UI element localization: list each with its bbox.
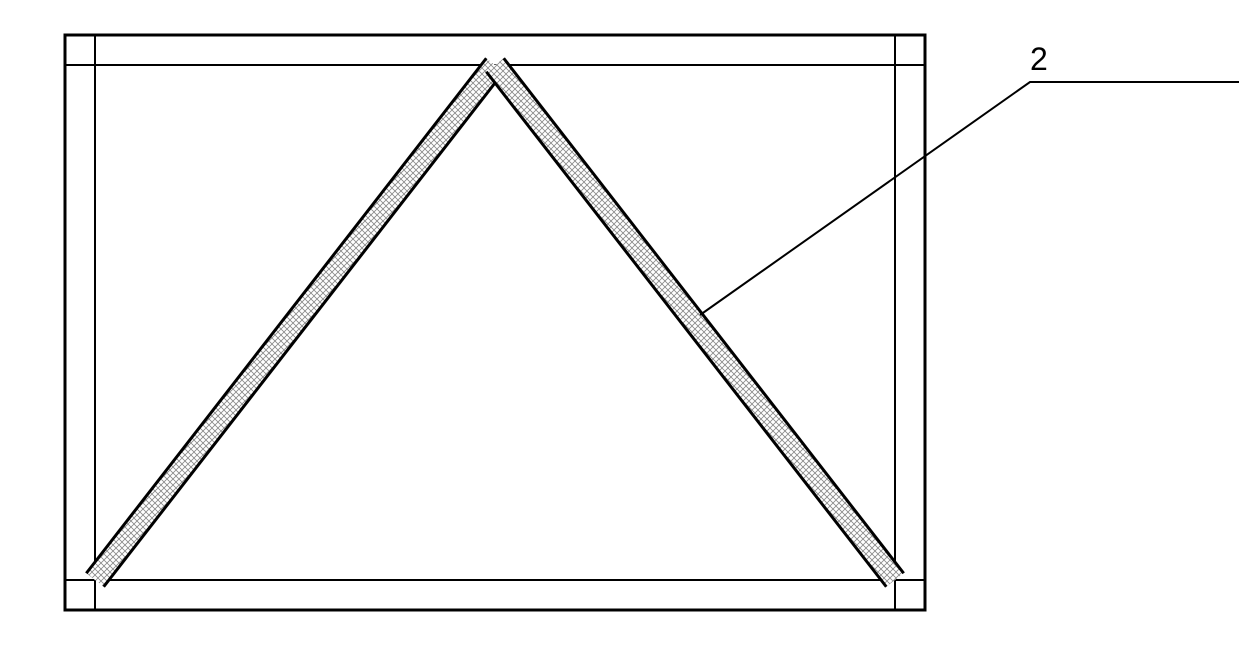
right-strut-fill	[486, 58, 903, 586]
diagram-svg: 2	[20, 20, 1239, 632]
left-strut-fill	[86, 58, 503, 586]
outer-frame	[65, 35, 925, 610]
callout-label: 2	[1030, 41, 1048, 77]
leader-line	[700, 82, 1239, 315]
left-strut-outer	[104, 72, 504, 587]
diagram-container: 2	[20, 20, 1239, 632]
right-strut-outer	[486, 72, 886, 587]
left-strut-inner	[86, 58, 486, 573]
right-strut-inner	[504, 58, 904, 573]
